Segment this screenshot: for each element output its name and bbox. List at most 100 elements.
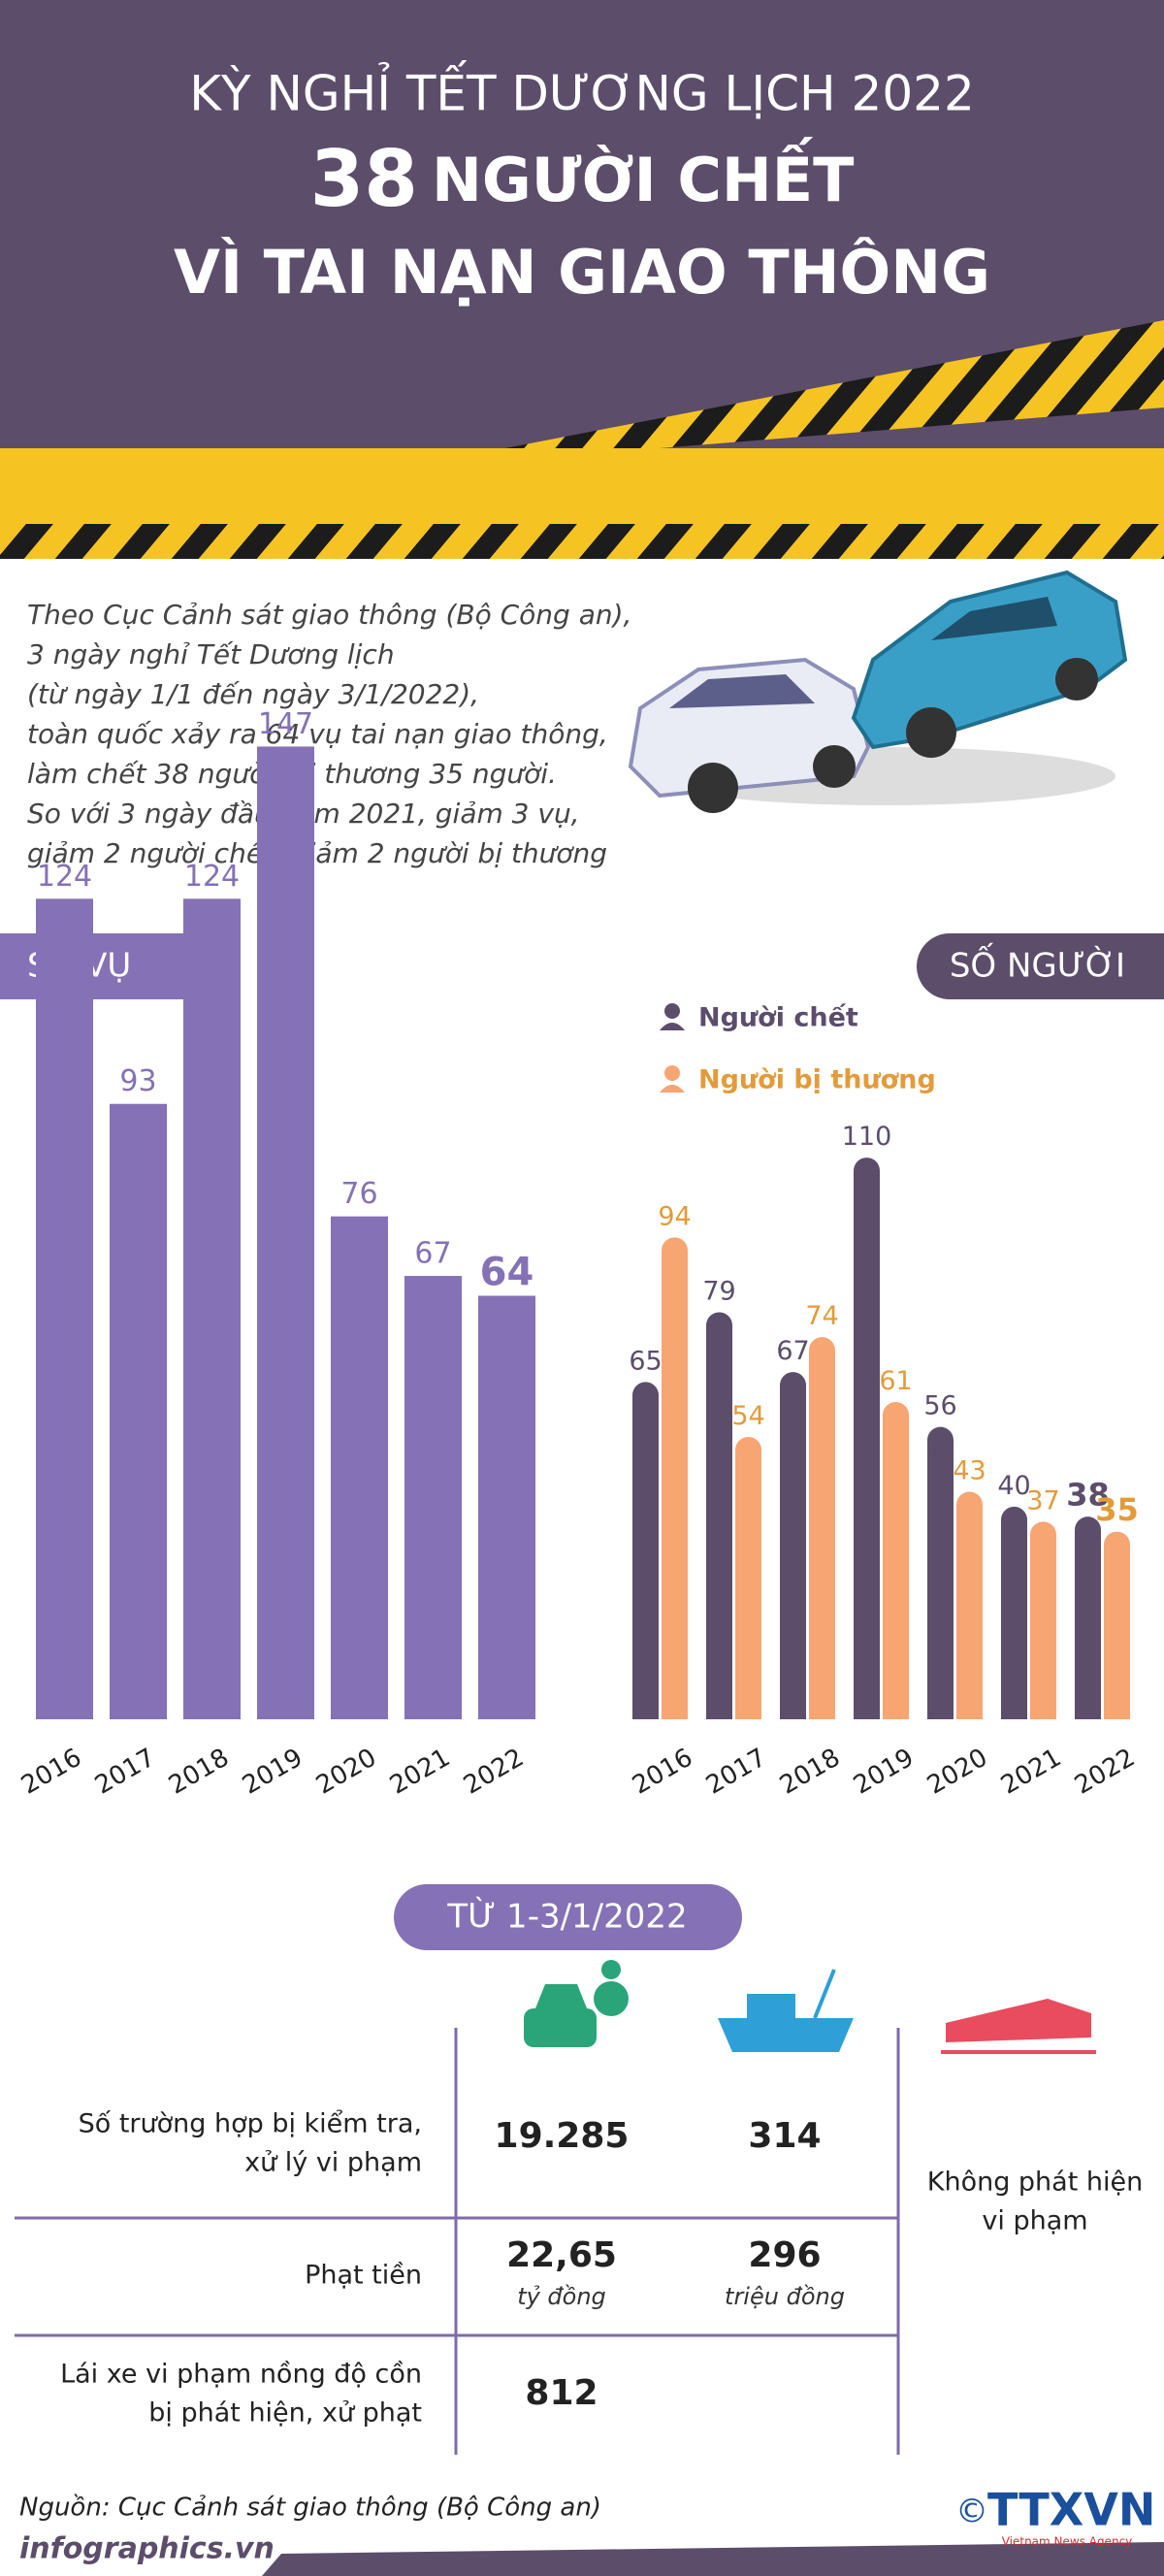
bar-cap xyxy=(662,1237,688,1264)
x-tick-label: 2021 xyxy=(996,1744,1066,1801)
value-label: 147 xyxy=(258,707,313,741)
bar xyxy=(809,1350,835,1719)
bar-cap xyxy=(735,1436,761,1463)
bar-cap xyxy=(1001,1506,1027,1533)
road-icon xyxy=(524,1960,629,2047)
intro-line: 3 ngày nghỉ Tết Dương lịch xyxy=(27,638,395,670)
intro-line: (từ ngày 1/1 đến ngày 3/1/2022), xyxy=(27,678,479,710)
row-label: Phạt tiền xyxy=(305,2261,422,2291)
value-label: 74 xyxy=(805,1301,838,1331)
bar xyxy=(927,1440,954,1719)
x-tick-label: 2016 xyxy=(16,1744,86,1801)
bar xyxy=(404,1276,462,1719)
crash-illustration xyxy=(628,570,1128,813)
value-label: 56 xyxy=(923,1391,956,1421)
bar-cap xyxy=(883,1401,909,1428)
x-tick-label: 2020 xyxy=(922,1744,992,1801)
cell-value: 22,65 xyxy=(506,2235,617,2275)
row-label: Lái xe vi phạm nồng độ cồn xyxy=(60,2360,422,2390)
bar-cap xyxy=(927,1426,954,1453)
chart-title: SỐ NGƯỜI xyxy=(950,942,1125,986)
x-tick-label: 2019 xyxy=(238,1744,307,1801)
x-tick-label: 2021 xyxy=(385,1744,455,1801)
value-label: 67 xyxy=(776,1336,809,1366)
intro-line: Theo Cục Cảnh sát giao thông (Bộ Công an… xyxy=(27,599,631,631)
bar xyxy=(1104,1545,1130,1719)
bar xyxy=(883,1415,909,1719)
bar xyxy=(662,1250,688,1719)
logo: TTXVN xyxy=(987,2484,1155,2536)
value-label: 124 xyxy=(184,860,240,894)
row-label: bị phát hiện, xử phạt xyxy=(148,2398,422,2429)
bar-cap xyxy=(1104,1531,1130,1558)
copyright: © xyxy=(955,2493,988,2531)
bar xyxy=(478,1295,535,1719)
value-label: 40 xyxy=(997,1471,1030,1501)
bar xyxy=(1001,1519,1027,1719)
train-icon xyxy=(941,1999,1096,2054)
bar-cap xyxy=(1075,1516,1101,1544)
bar xyxy=(1030,1534,1056,1719)
cell-value: 19.285 xyxy=(495,2116,630,2156)
tape-slanted xyxy=(466,320,1164,456)
bar xyxy=(110,1103,167,1719)
bar xyxy=(956,1504,983,1719)
header-line2: 38 NGƯỜI CHẾT xyxy=(310,134,855,224)
value-label: 43 xyxy=(953,1455,986,1485)
row-label: Số trường hợp bị kiểm tra, xyxy=(79,2109,422,2139)
x-tick-label: 2018 xyxy=(164,1744,234,1801)
x-tick-label: 2019 xyxy=(849,1744,919,1801)
x-tick-label: 2016 xyxy=(628,1744,697,1801)
value-label: 64 xyxy=(480,1251,534,1295)
value-label: 110 xyxy=(842,1122,892,1152)
bar xyxy=(735,1450,761,1719)
bar-cap xyxy=(706,1312,732,1339)
source: Nguồn: Cục Cảnh sát giao thông (Bộ Công … xyxy=(19,2494,601,2523)
summary-table: TỪ 1-3/1/2022 Số trường hợp bị kiểm tra,… xyxy=(15,1884,1143,2455)
intro-line: toàn quốc xảy ra 64 vụ tai nạn giao thôn… xyxy=(27,718,608,750)
logo-sub: Vietnam News Agency xyxy=(1002,2535,1133,2549)
cell-unit: tỷ đồng xyxy=(517,2283,606,2310)
cell-value: 812 xyxy=(525,2373,598,2413)
x-tick-label: 2017 xyxy=(701,1744,771,1801)
footer-band xyxy=(262,2542,1164,2576)
bar xyxy=(36,898,93,1719)
header-text: NGƯỜI CHẾT xyxy=(432,137,854,215)
value-label: 94 xyxy=(658,1201,691,1231)
x-tick-label: 2022 xyxy=(459,1744,529,1801)
value-label: 35 xyxy=(1095,1491,1139,1528)
bar xyxy=(780,1385,806,1719)
tape-chevrons xyxy=(0,524,1164,559)
bar-cap xyxy=(1030,1521,1056,1549)
charts: SỐ VỤ12420169320171242018147201976202067… xyxy=(0,707,1164,1801)
rail-note: Không phát hiện xyxy=(927,2168,1143,2198)
x-tick-label: 2017 xyxy=(90,1744,160,1801)
x-tick-label: 2022 xyxy=(1070,1744,1140,1801)
bar-cap xyxy=(809,1337,835,1364)
x-tick-label: 2020 xyxy=(311,1744,381,1801)
header-line1: KỲ NGHỈ TẾT DƯƠNG LỊCH 2022 xyxy=(189,60,975,122)
bar-cap xyxy=(956,1491,983,1518)
bar-cap xyxy=(780,1372,806,1399)
value-label: 61 xyxy=(879,1366,912,1396)
cell-value: 296 xyxy=(748,2235,821,2275)
value-label: 65 xyxy=(629,1346,662,1376)
title-pill xyxy=(917,933,1164,999)
row-label: xử lý vi phạm xyxy=(244,2148,422,2178)
cell-value: 314 xyxy=(748,2116,821,2156)
bar xyxy=(183,898,241,1719)
legend-swatch xyxy=(664,1003,680,1019)
legend-label: Người bị thương xyxy=(698,1065,936,1095)
header-number: 38 xyxy=(310,134,418,224)
legend-swatch xyxy=(660,1085,685,1092)
x-tick-label: 2018 xyxy=(775,1744,845,1801)
value-label: 76 xyxy=(340,1177,377,1211)
value-label: 38 xyxy=(1066,1477,1110,1514)
bar-cap xyxy=(632,1382,659,1409)
intro-text: Theo Cục Cảnh sát giao thông (Bộ Công an… xyxy=(27,599,631,869)
value-label: 79 xyxy=(702,1276,735,1306)
tape-band xyxy=(0,448,1164,524)
intro-line: giảm 2 người chết, giảm 2 người bị thươn… xyxy=(27,837,607,869)
value-label: 93 xyxy=(119,1064,156,1098)
